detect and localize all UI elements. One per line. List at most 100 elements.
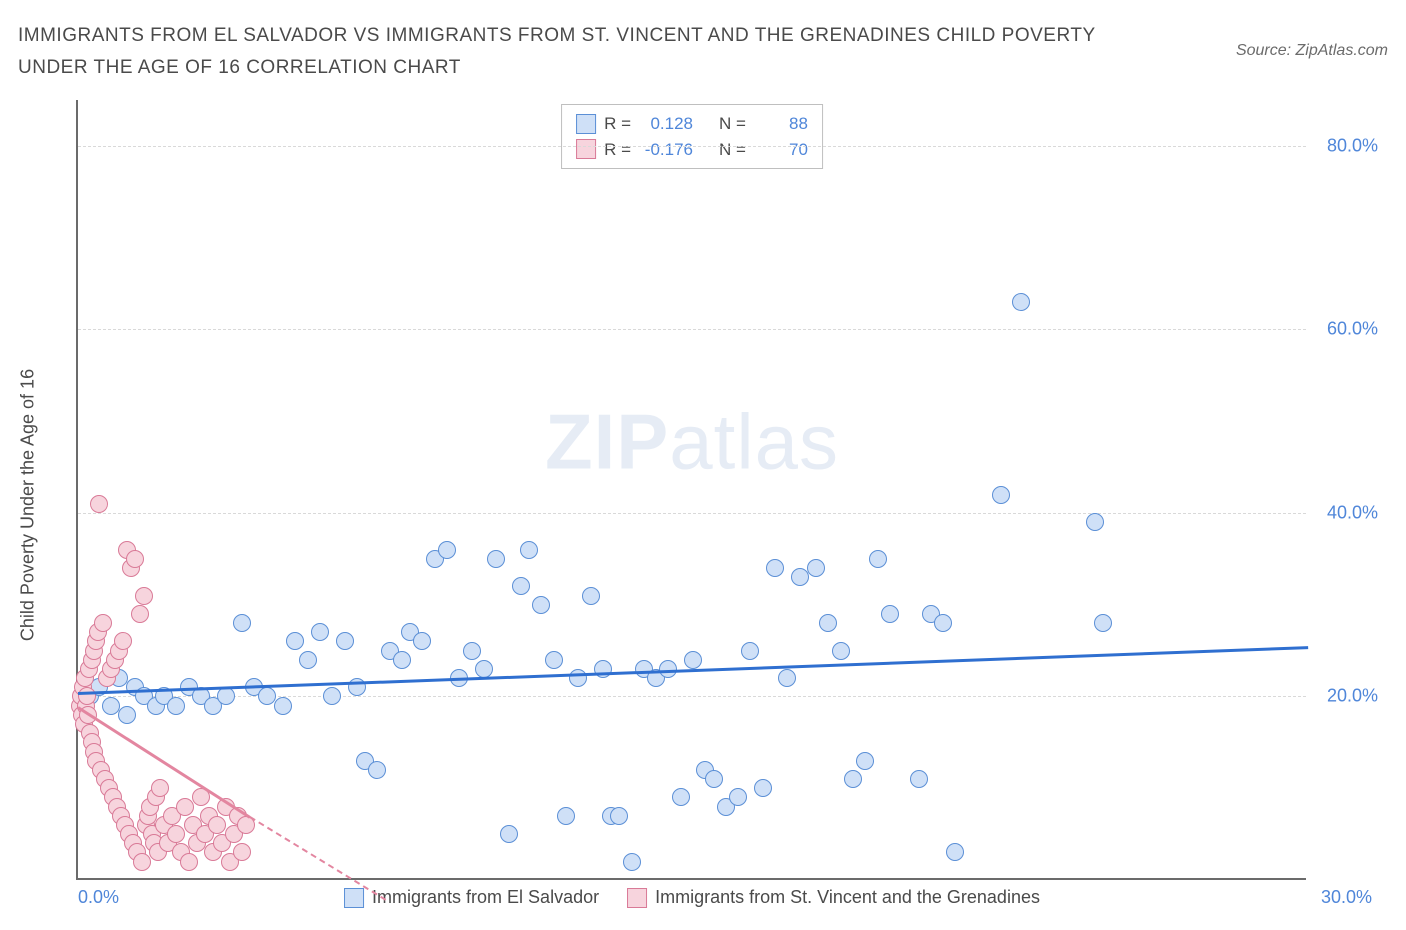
scatter-point <box>766 559 784 577</box>
legend-swatch <box>576 114 596 134</box>
scatter-point <box>217 687 235 705</box>
scatter-point <box>1086 513 1104 531</box>
scatter-point <box>475 660 493 678</box>
stat-n-label: N = <box>719 111 746 137</box>
scatter-point <box>741 642 759 660</box>
legend-label: Immigrants from St. Vincent and the Gren… <box>655 887 1040 908</box>
y-axis-label: Child Poverty Under the Age of 16 <box>18 369 39 641</box>
scatter-point <box>832 642 850 660</box>
scatter-point <box>545 651 563 669</box>
stat-n-label: N = <box>719 137 746 163</box>
gridline <box>78 146 1306 147</box>
header-row: IMMIGRANTS FROM EL SALVADOR VS IMMIGRANT… <box>18 20 1388 85</box>
watermark-light: atlas <box>669 398 839 486</box>
scatter-point <box>323 687 341 705</box>
scatter-point <box>1012 293 1030 311</box>
scatter-point <box>623 853 641 871</box>
scatter-point <box>258 687 276 705</box>
scatter-point <box>844 770 862 788</box>
scatter-point <box>299 651 317 669</box>
chart-title: IMMIGRANTS FROM EL SALVADOR VS IMMIGRANT… <box>18 20 1138 85</box>
legend-item: Immigrants from St. Vincent and the Gren… <box>627 887 1040 908</box>
scatter-point <box>582 587 600 605</box>
y-tick-label: 20.0% <box>1327 686 1378 707</box>
stat-r-label: R = <box>604 137 631 163</box>
scatter-point <box>118 706 136 724</box>
plot-wrap: Child Poverty Under the Age of 16 ZIPatl… <box>42 100 1382 910</box>
scatter-point <box>791 568 809 586</box>
stats-legend-box: R = 0.128 N = 88 R = -0.176 N = 70 <box>561 104 823 169</box>
y-tick-label: 60.0% <box>1327 319 1378 340</box>
stat-n-value: 88 <box>754 111 808 137</box>
gridline <box>78 329 1306 330</box>
scatter-point <box>114 632 132 650</box>
scatter-point <box>135 587 153 605</box>
scatter-point <box>729 788 747 806</box>
scatter-point <box>672 788 690 806</box>
scatter-point <box>151 779 169 797</box>
x-tick-min: 0.0% <box>78 887 119 908</box>
scatter-point <box>869 550 887 568</box>
scatter-point <box>274 697 292 715</box>
scatter-point <box>336 632 354 650</box>
source-name: ZipAtlas.com <box>1296 42 1388 59</box>
scatter-point <box>94 614 112 632</box>
scatter-point <box>167 697 185 715</box>
stats-row: R = 0.128 N = 88 <box>576 111 808 137</box>
scatter-point <box>208 816 226 834</box>
scatter-point <box>934 614 952 632</box>
scatter-point <box>102 697 120 715</box>
scatter-point <box>819 614 837 632</box>
scatter-point <box>413 632 431 650</box>
legend-swatch <box>344 888 364 908</box>
scatter-point <box>1094 614 1112 632</box>
scatter-point <box>126 550 144 568</box>
scatter-point <box>487 550 505 568</box>
scatter-point <box>569 669 587 687</box>
scatter-point <box>610 807 628 825</box>
watermark: ZIPatlas <box>545 397 839 488</box>
scatter-point <box>167 825 185 843</box>
scatter-point <box>856 752 874 770</box>
stat-r-value: -0.176 <box>639 137 693 163</box>
scatter-point <box>311 623 329 641</box>
legend-swatch <box>576 139 596 159</box>
stat-r-value: 0.128 <box>639 111 693 137</box>
scatter-point <box>368 761 386 779</box>
legend-swatch <box>627 888 647 908</box>
scatter-point <box>90 495 108 513</box>
scatter-point <box>520 541 538 559</box>
scatter-point <box>393 651 411 669</box>
plot-area: ZIPatlas R =0.128N =88R =-0.176N =70 0.0… <box>76 100 1306 880</box>
watermark-bold: ZIP <box>545 398 669 486</box>
scatter-point <box>557 807 575 825</box>
scatter-point <box>233 843 251 861</box>
scatter-point <box>500 825 518 843</box>
scatter-point <box>176 798 194 816</box>
x-tick-max: 30.0% <box>1321 887 1372 908</box>
scatter-point <box>131 605 149 623</box>
scatter-point <box>463 642 481 660</box>
scatter-point <box>438 541 456 559</box>
scatter-point <box>512 577 530 595</box>
scatter-point <box>778 669 796 687</box>
y-tick-label: 80.0% <box>1327 135 1378 156</box>
bottom-legend: Immigrants from El SalvadorImmigrants fr… <box>344 887 1040 908</box>
scatter-point <box>233 614 251 632</box>
trend-line <box>250 816 386 900</box>
stat-n-value: 70 <box>754 137 808 163</box>
scatter-point <box>684 651 702 669</box>
scatter-point <box>133 853 151 871</box>
source-credit: Source: ZipAtlas.com <box>1236 42 1388 60</box>
chart-container: IMMIGRANTS FROM EL SALVADOR VS IMMIGRANT… <box>0 0 1406 930</box>
stat-r-label: R = <box>604 111 631 137</box>
scatter-point <box>754 779 772 797</box>
y-tick-label: 40.0% <box>1327 502 1378 523</box>
scatter-point <box>705 770 723 788</box>
scatter-point <box>992 486 1010 504</box>
stats-row: R = -0.176 N = 70 <box>576 137 808 163</box>
scatter-point <box>78 687 96 705</box>
scatter-point <box>807 559 825 577</box>
scatter-point <box>881 605 899 623</box>
source-prefix: Source: <box>1236 42 1296 59</box>
